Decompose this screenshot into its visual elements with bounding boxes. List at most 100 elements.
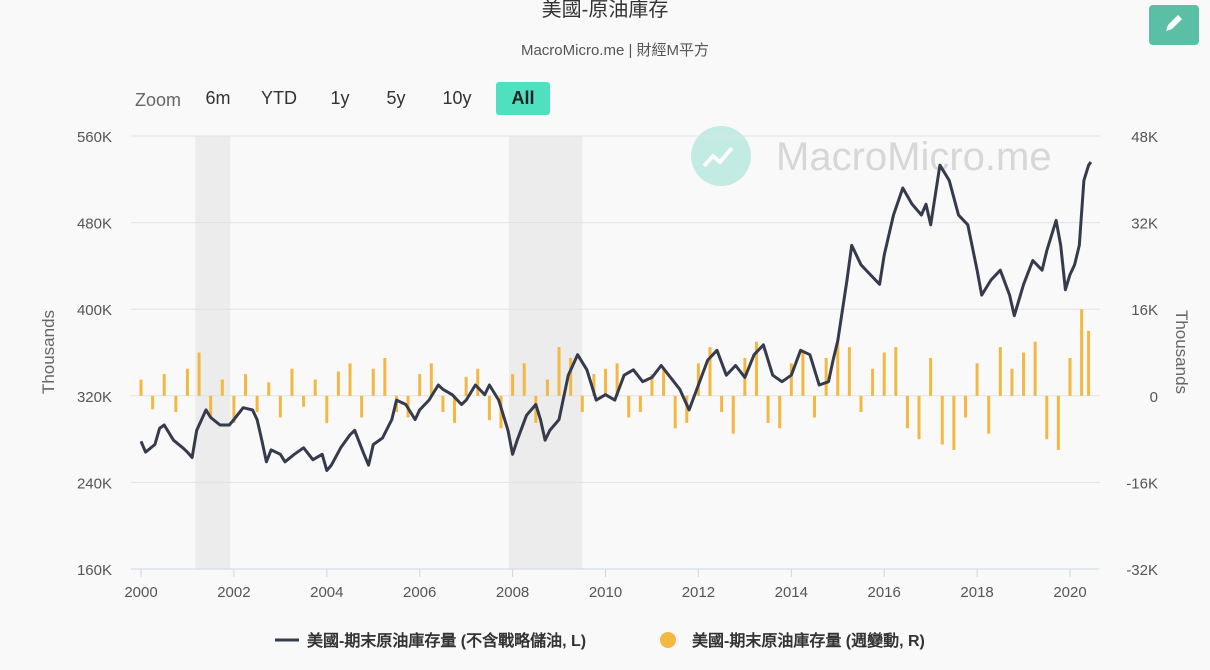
y2-tick-label: 48K — [1131, 129, 1158, 146]
bar — [952, 395, 956, 450]
bar — [847, 347, 851, 396]
zoom-button[interactable]: 10y — [442, 88, 471, 108]
x-tick-label: 2008 — [496, 584, 529, 601]
bar — [859, 395, 863, 413]
bar — [1087, 330, 1091, 396]
bar — [604, 368, 607, 396]
bar — [824, 357, 828, 396]
bar — [1080, 309, 1084, 396]
edit-button[interactable] — [1149, 5, 1199, 45]
bar — [917, 395, 921, 440]
bar — [522, 363, 526, 396]
y2-tick-label: 0 — [1150, 389, 1158, 406]
bar — [801, 352, 805, 396]
y2-tick-label: -16K — [1126, 475, 1158, 492]
bar — [174, 395, 178, 413]
bar — [232, 395, 236, 423]
bar — [836, 341, 840, 396]
zoom-button[interactable]: 5y — [386, 88, 405, 108]
y-axis-title: Thousands — [39, 310, 58, 394]
bar — [209, 395, 213, 418]
x-tick-label: 2006 — [403, 584, 436, 601]
zoom-button[interactable]: All — [511, 88, 534, 108]
legend-label[interactable]: 美國-期末原油庫存量 (不含戰略儲油, L) — [307, 631, 586, 650]
x-tick-label: 2014 — [775, 584, 808, 601]
bar — [998, 347, 1002, 396]
legend-label[interactable]: 美國-期末原油庫存量 (週變動, R) — [692, 631, 925, 650]
bar — [360, 395, 364, 418]
bar — [267, 382, 271, 396]
bar — [487, 395, 491, 421]
x-tick-label: 2020 — [1053, 584, 1086, 601]
x-tick-label: 2010 — [589, 584, 622, 601]
bar — [1022, 352, 1026, 396]
x-tick-label: 2012 — [682, 584, 715, 601]
bar — [453, 395, 457, 423]
bar — [476, 368, 480, 396]
bar — [685, 395, 689, 423]
bar — [905, 395, 909, 429]
zoom-button[interactable]: 6m — [205, 88, 230, 108]
bar — [429, 363, 433, 396]
zoom-button[interactable]: YTD — [261, 88, 297, 108]
bar — [894, 347, 898, 396]
x-tick-label: 2004 — [310, 584, 343, 601]
bar — [580, 395, 584, 413]
bar — [441, 395, 445, 413]
bar — [882, 352, 886, 396]
bar — [151, 395, 155, 410]
recession-band — [508, 136, 583, 569]
bar — [244, 374, 248, 396]
bar — [778, 395, 782, 429]
zoom-button[interactable]: 1y — [330, 88, 349, 108]
watermark-text: MacroMicro.me — [776, 135, 1052, 179]
chart-subtitle: MacroMicro.me | 財經M平方 — [521, 42, 709, 59]
bar — [197, 352, 201, 396]
legend-swatch — [660, 632, 676, 648]
bar — [557, 347, 561, 396]
zoom-label: Zoom — [135, 90, 181, 110]
watermark: MacroMicro.me — [691, 126, 1052, 186]
y-tick-label: 320K — [77, 389, 112, 406]
bar — [940, 395, 944, 445]
bar — [1068, 357, 1072, 396]
bar — [731, 395, 735, 434]
bar — [1033, 341, 1037, 396]
bar — [278, 395, 282, 418]
x-tick-label: 2002 — [217, 584, 250, 601]
zoom-button-bg — [496, 82, 550, 115]
bar — [418, 374, 422, 396]
y2-tick-label: -32K — [1126, 562, 1158, 579]
bar — [511, 374, 515, 396]
bar — [696, 363, 700, 396]
x-tick-label: 2018 — [960, 584, 993, 601]
bar — [754, 341, 758, 396]
bar — [720, 395, 724, 413]
bar — [929, 357, 933, 396]
y-tick-label: 240K — [77, 475, 112, 492]
y-tick-label: 160K — [77, 562, 112, 579]
bar — [1010, 368, 1014, 396]
bar — [650, 374, 654, 396]
bar — [545, 379, 549, 396]
line — [139, 161, 1093, 472]
bar — [871, 368, 875, 396]
bar — [348, 363, 352, 396]
y2-tick-label: 32K — [1131, 216, 1158, 233]
x-tick-label: 2016 — [868, 584, 901, 601]
bar — [673, 395, 677, 429]
bar — [813, 395, 817, 418]
bar — [313, 379, 317, 396]
bar — [766, 395, 770, 423]
bar — [162, 374, 166, 396]
y2-axis-title: Thousands — [1172, 310, 1191, 394]
bar — [963, 395, 967, 418]
bar — [1056, 395, 1060, 450]
y-tick-label: 560K — [77, 129, 112, 146]
bar — [325, 395, 329, 423]
bar — [592, 374, 596, 396]
bar — [975, 363, 979, 396]
